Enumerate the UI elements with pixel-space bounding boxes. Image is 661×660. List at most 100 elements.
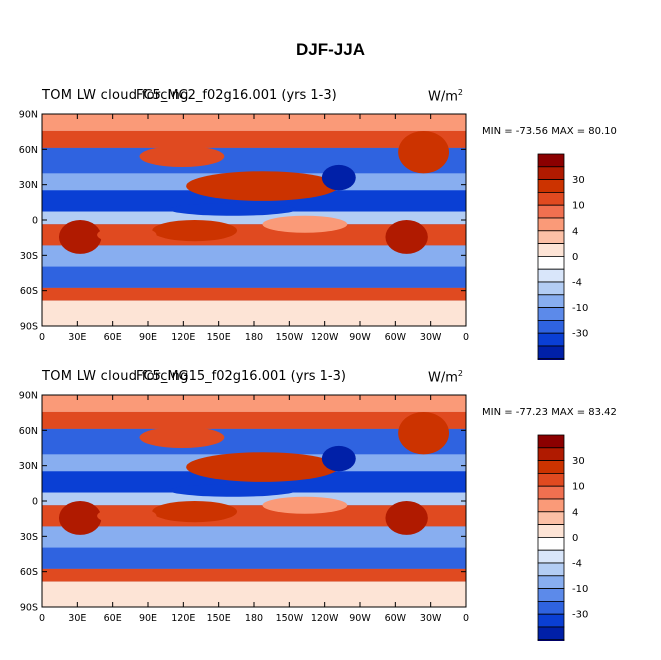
field-band <box>42 147 466 174</box>
field-band <box>42 492 466 506</box>
panel-min-max: MIN = -73.56 MAX = 80.10 <box>482 126 617 137</box>
colorbar-swatch <box>537 588 565 602</box>
lon-tick-label: 30W <box>420 332 442 343</box>
lon-tick-label: 0 <box>463 613 469 624</box>
colorbar-swatch <box>537 204 565 219</box>
colorbar-swatch <box>537 281 565 296</box>
colorbar-swatch <box>537 255 565 270</box>
field-feature <box>398 130 450 174</box>
field-feature <box>58 220 102 254</box>
field-feature <box>186 452 339 482</box>
colorbar-swatch <box>537 268 565 283</box>
colorbar-swatch <box>537 600 565 615</box>
lat-tick-label: 90S <box>20 603 38 614</box>
contour-field <box>42 114 466 326</box>
lon-tick-label: 30E <box>68 613 86 624</box>
field-feature <box>262 215 348 233</box>
colorbar-label: -30 <box>572 329 588 340</box>
field-feature <box>169 484 297 497</box>
field-band <box>42 266 466 288</box>
colorbar-swatch <box>537 153 565 168</box>
colorbar-swatch <box>537 230 565 245</box>
map-panel-top: TOM LW cloud forcing FC5_MC2_f02g16.001 … <box>0 88 661 360</box>
field-band <box>42 211 466 225</box>
field-band <box>42 245 466 267</box>
lon-tick-label: 120E <box>171 332 195 343</box>
lat-tick-label: 60S <box>20 567 38 578</box>
colorbar-swatch <box>537 217 565 232</box>
colorbar-swatch <box>537 358 565 360</box>
colorbar-swatch <box>537 192 565 206</box>
lat-tick-label: 90N <box>19 110 38 121</box>
lon-tick-label: 120E <box>171 613 195 624</box>
field-feature <box>398 411 450 455</box>
colorbar-swatch <box>537 179 565 193</box>
field-feature <box>385 501 428 535</box>
field-feature <box>321 445 356 472</box>
lon-tick-label: 60W <box>385 332 407 343</box>
lon-tick-label: 60W <box>385 613 407 624</box>
panel-min-max: MIN = -77.23 MAX = 83.42 <box>482 407 617 418</box>
colorbar-swatch <box>537 511 565 526</box>
colorbar-swatch <box>537 243 565 257</box>
colorbar-label: 4 <box>572 226 578 237</box>
lon-tick-label: 180 <box>245 332 263 343</box>
field-feature <box>139 426 225 448</box>
colorbar-swatch <box>537 562 565 577</box>
colorbar-swatch <box>537 639 565 641</box>
field-feature <box>152 220 238 242</box>
colorbar-label: 0 <box>572 533 578 544</box>
colorbar-label: 30 <box>572 175 585 186</box>
panel-variable-title: TOM LW cloud forcing <box>42 369 189 384</box>
lat-tick-label: 0 <box>32 216 38 227</box>
map-panel-bottom: TOM LW cloud forcing FC5_MG15_f02g16.001… <box>0 369 661 641</box>
colorbar-swatch <box>537 447 565 462</box>
colorbar-swatch <box>537 319 565 334</box>
field-band <box>42 568 466 582</box>
colorbar-label: 4 <box>572 507 578 518</box>
lon-tick-label: 60E <box>104 613 122 624</box>
lon-tick-label: 150W <box>276 613 304 624</box>
field-band <box>42 547 466 569</box>
lon-tick-label: 90W <box>349 332 371 343</box>
field-feature <box>186 171 339 201</box>
colorbar-label: -30 <box>572 610 588 621</box>
lat-tick-label: 30N <box>19 461 38 472</box>
field-band <box>42 471 466 493</box>
lat-tick-label: 0 <box>32 497 38 508</box>
colorbar-swatch <box>537 498 565 513</box>
lon-tick-label: 0 <box>463 332 469 343</box>
colorbar: 30 10 4 0 -4 -10 -30 <box>537 434 588 641</box>
panel-variable-title: TOM LW cloud forcing <box>42 88 189 103</box>
colorbar-swatch <box>537 626 565 641</box>
field-band <box>42 287 466 301</box>
colorbar-swatch <box>537 549 565 564</box>
panel-units: W/m2 <box>428 369 463 386</box>
figure-title: DJF-JJA <box>296 40 365 59</box>
lat-tick-label: 60N <box>19 426 38 437</box>
lon-tick-label: 90E <box>139 613 157 624</box>
colorbar-swatch <box>537 575 565 590</box>
colorbar-label: 10 <box>572 482 585 493</box>
lon-tick-label: 150E <box>207 613 231 624</box>
panel-units: W/m2 <box>428 88 463 105</box>
field-feature <box>321 164 356 191</box>
lon-tick-label: 30W <box>420 613 442 624</box>
colorbar-swatch <box>537 524 565 538</box>
lat-tick-label: 90S <box>20 322 38 333</box>
lon-tick-label: 30E <box>68 332 86 343</box>
field-feature <box>139 145 225 167</box>
lon-tick-label: 60E <box>104 332 122 343</box>
lat-tick-label: 90N <box>19 391 38 402</box>
lon-tick-label: 180 <box>245 613 263 624</box>
colorbar-label: -10 <box>572 584 588 595</box>
field-feature <box>169 203 297 216</box>
colorbar-label: -10 <box>572 303 588 314</box>
field-feature <box>262 496 348 514</box>
field-feature <box>152 501 238 523</box>
colorbar: 30 10 4 0 -4 -10 -30 <box>537 153 588 360</box>
colorbar-swatch <box>537 434 565 449</box>
colorbar-label: -4 <box>572 278 582 289</box>
field-band <box>42 411 466 429</box>
